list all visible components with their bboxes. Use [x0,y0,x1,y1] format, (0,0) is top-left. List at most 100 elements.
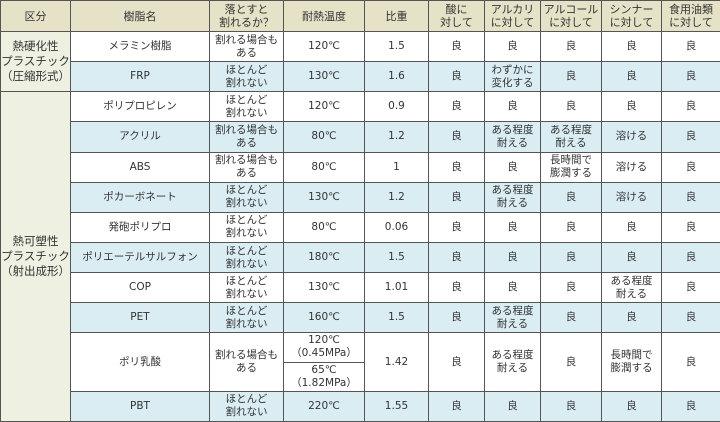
column-header-acid: 酸に 対して [428,0,485,32]
resistance-alkali: 良 [484,211,541,243]
resistance-acid: 良 [428,390,485,422]
table-row: 発砲ポリプロ ほとんど 割れない 80℃ 0.06 良良良良良 [1,211,720,243]
resistance-alcohol: 良 [540,302,602,334]
column-header-drop-breakage: 落とすと 割れるか？ [209,0,284,32]
specific-gravity: 1.5 [364,241,429,274]
resistance-oil: 良 [661,61,720,93]
drop-breakage: ほとんど 割れない [209,91,284,123]
resistance-acid: 良 [428,302,485,334]
heat-resistance: 220℃ [283,390,365,422]
specific-gravity: 1.5 [364,302,429,334]
resistance-thinner: ある程度 耐える [601,272,662,304]
heat-resistance: 180℃ [283,241,365,274]
resin-name: COP [70,272,210,304]
specific-gravity: 1 [364,151,429,183]
resistance-alcohol: 良 [540,332,602,392]
resistance-acid: 良 [428,91,485,123]
resistance-alcohol: 良 [540,272,602,304]
drop-breakage: ほとんど 割れない [209,272,284,304]
column-header-category: 区分 [0,0,71,32]
specific-gravity: 1.6 [364,61,429,93]
heat-resistance: 160℃ [283,302,365,334]
table-row: 熱硬化性 プラスチック （圧縮形式） メラミン樹脂 割れる場合も ある 120℃ 1.5… [0,30,720,93]
resistance-acid: 良 [428,241,485,274]
drop-breakage: 割れる場合も ある [209,151,284,183]
heat-resistance: 80℃ [283,121,365,153]
header-row: 区分 樹脂名 落とすと 割れるか？ 耐熱温度 比重 酸に 対して アルカリ に対して アルコー… [0,0,720,32]
drop-breakage: ほとんど 割れない [209,241,284,274]
resistance-alcohol: 良 [540,181,602,213]
resistance-thinner: 良 [601,241,662,274]
resistance-alcohol: 良 [540,30,602,63]
resistance-oil: 良 [661,332,720,392]
resin-name: 発砲ポリプロ [70,211,210,243]
resistance-acid: 良 [428,272,485,304]
table-row: ポカーボネート ほとんど 割れない 130℃ 1.2 良ある程度 耐える良溶ける良 [1,181,720,213]
resistance-alcohol: 良 [540,91,602,123]
resin-name: PBT [70,390,210,422]
specific-gravity: 1.55 [364,390,429,422]
resistance-thinner: 溶ける [601,181,662,213]
column-header-edible-oil: 食用油類 に対して [661,0,720,32]
resistance-alkali: 良 [484,30,541,63]
resistance-oil: 良 [661,30,720,63]
resistance-alcohol: 良 [540,390,602,422]
resistance-oil: 良 [661,241,720,274]
column-header-resin-name: 樹脂名 [70,0,210,32]
resistance-alkali: ある程度 耐える [484,302,541,334]
table-row: ポリエーテルサルフォン ほとんど 割れない 180℃ 1.5 良良良良良 [1,241,720,274]
table-row: PBT ほとんど 割れない 220℃ 1.55 良良良良良 [1,390,720,422]
resin-name: アクリル [70,121,210,153]
category-cell: 熱可塑性 プラスチック （射出成形） [0,91,71,422]
heat-resistance: 120℃ （0.45MPa） [283,332,365,363]
resistance-alcohol: 長時間で 膨潤する [540,151,602,183]
resin-name: メラミン樹脂 [70,30,210,63]
resistance-alkali: わずかに 変化する [484,61,541,93]
table-row: COP ほとんど 割れない 130℃ 1.01 良良良ある程度 耐える良 [1,272,720,304]
resistance-alkali: 良 [484,151,541,183]
table-row: ABS 割れる場合も ある 80℃ 1 良良長時間で 膨潤する 溶ける良 [1,151,720,183]
heat-resistance: 120℃ [283,91,365,123]
column-header-alkali: アルカリ に対して [484,0,541,32]
specific-gravity: 1.42 [364,332,429,392]
heat-resistance: 80℃ [283,151,365,183]
resistance-alkali: 良 [484,241,541,274]
resistance-acid: 良 [428,151,485,183]
resistance-alcohol: ある程度 耐える [540,121,602,153]
resistance-alkali: ある程度 耐える [484,121,541,153]
drop-breakage: 割れる場合も ある [209,332,284,392]
resistance-thinner: 良 [601,61,662,93]
resin-name: ポリプロピレン [70,91,210,123]
column-header-thinner: シンナー に対して [601,0,662,32]
heat-resistance: 130℃ [283,272,365,304]
resistance-oil: 良 [661,121,720,153]
resistance-thinner: 良 [601,211,662,243]
column-header-heat-resistance: 耐熱温度 [283,0,365,32]
heat-resistance: 120℃ [283,30,365,63]
table-row: PET ほとんど 割れない 160℃ 1.5 良ある程度 耐える良良良 [1,302,720,334]
resistance-oil: 良 [661,390,720,422]
specific-gravity: 1.5 [364,30,429,63]
specific-gravity: 1.01 [364,272,429,304]
resistance-thinner: 溶ける [601,121,662,153]
resistance-alkali: ある程度 耐える [484,181,541,213]
specific-gravity: 0.06 [364,211,429,243]
resistance-thinner: 良 [601,390,662,422]
resin-name: ABS [70,151,210,183]
resistance-alcohol: 良 [540,241,602,274]
resistance-oil: 良 [661,91,720,123]
drop-breakage: ほとんど 割れない [209,302,284,334]
resistance-alkali: 良 [484,91,541,123]
category-cell: 熱硬化性 プラスチック （圧縮形式） [0,30,71,93]
drop-breakage: ほとんど 割れない [209,211,284,243]
table-row: ポリ乳酸 割れる場合も ある 120℃ （0.45MPa） 1.42 良ある程度 耐える… [1,332,720,392]
resistance-acid: 良 [428,332,485,392]
heat-resistance: 80℃ [283,211,365,243]
drop-breakage: ほとんど 割れない [209,390,284,422]
resin-name: FRP [70,61,210,93]
column-header-specific-gravity: 比重 [364,0,429,32]
resistance-acid: 良 [428,30,485,63]
resistance-alcohol: 良 [540,211,602,243]
resistance-acid: 良 [428,181,485,213]
